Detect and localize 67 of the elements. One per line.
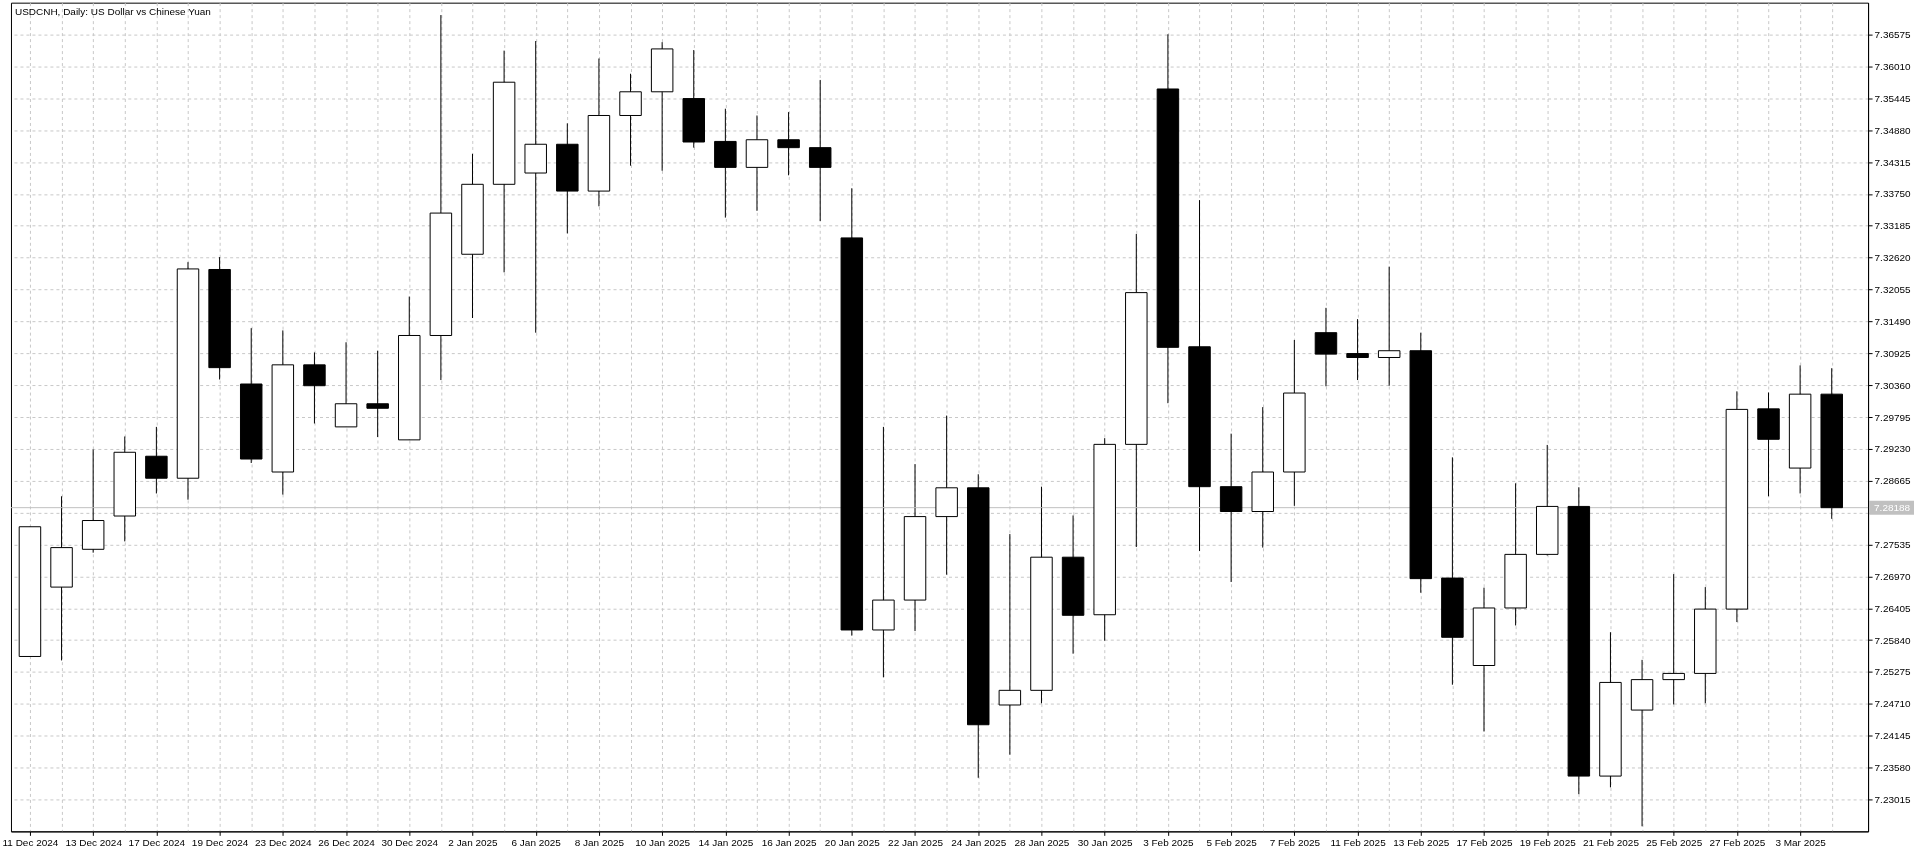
y-tick-label: 7.33750 — [1874, 188, 1912, 200]
x-tick-label: 14 Jan 2025 — [698, 836, 754, 848]
candlestick — [303, 351, 326, 424]
y-tick-label: 7.36010 — [1874, 60, 1912, 72]
candlestick — [777, 111, 800, 176]
x-tick-label: 5 Feb 2025 — [1206, 836, 1258, 848]
x-tick-label: 8 Jan 2025 — [574, 836, 625, 848]
y-tick-label: 7.34315 — [1874, 156, 1912, 168]
candlestick — [366, 350, 389, 438]
candlestick — [619, 73, 642, 167]
y-tick-label: 7.29795 — [1874, 411, 1912, 423]
candlestick — [1662, 573, 1685, 705]
x-tick-label: 26 Dec 2024 — [318, 836, 376, 848]
x-tick-label: 28 Jan 2025 — [1014, 836, 1070, 848]
y-tick-label: 7.26970 — [1874, 570, 1912, 582]
y-tick-label: 7.35445 — [1874, 92, 1912, 104]
x-tick-label: 25 Feb 2025 — [1646, 836, 1703, 848]
x-tick-label: 3 Feb 2025 — [1143, 836, 1195, 848]
candlestick — [998, 533, 1022, 756]
candlestick — [334, 341, 358, 428]
x-tick-label: 3 Mar 2025 — [1775, 836, 1827, 848]
candlestick — [1377, 266, 1401, 387]
x-tick-label: 30 Jan 2025 — [1077, 836, 1134, 848]
x-tick-label: 2 Jan 2025 — [448, 836, 499, 848]
x-tick-label: 11 Feb 2025 — [1330, 836, 1387, 848]
x-tick-label: 16 Jan 2025 — [761, 836, 817, 848]
y-tick-label: 7.31490 — [1874, 315, 1912, 327]
y-tick-label: 7.26405 — [1874, 602, 1912, 614]
x-tick-label: 17 Feb 2025 — [1456, 836, 1513, 848]
y-tick-label: 7.32055 — [1874, 284, 1912, 296]
x-tick-label: 7 Feb 2025 — [1269, 836, 1321, 848]
x-tick-label: 11 Dec 2024 — [2, 836, 59, 848]
y-tick-label: 7.25840 — [1874, 634, 1912, 646]
x-tick-label: 20 Jan 2025 — [824, 836, 881, 848]
x-tick-label: 21 Feb 2025 — [1582, 836, 1640, 848]
y-tick-label: 7.29230 — [1874, 443, 1912, 455]
x-tick-label: 6 Jan 2025 — [511, 836, 562, 848]
x-tick-label: 22 Jan 2025 — [888, 836, 944, 848]
x-tick-label: 10 Jan 2025 — [635, 836, 691, 848]
x-tick-label: 27 Feb 2025 — [1709, 836, 1766, 848]
y-tick-label: 7.24710 — [1874, 698, 1912, 710]
x-tick-label: 13 Dec 2024 — [65, 836, 123, 848]
x-tick-label: 24 Jan 2025 — [951, 836, 1007, 848]
y-tick-label: 7.28665 — [1874, 475, 1912, 487]
chart-title: USDCNH, Daily: US Dollar vs Chinese Yuan — [14, 5, 211, 17]
y-tick-label: 7.24145 — [1874, 730, 1912, 742]
candlestick — [1314, 307, 1338, 387]
x-tick-label: 13 Feb 2025 — [1393, 836, 1450, 848]
x-tick-label: 17 Dec 2024 — [128, 836, 186, 848]
y-tick-label: 7.23580 — [1874, 762, 1912, 774]
ref-line-label: 7.28188 — [1874, 501, 1911, 513]
x-tick-label: 23 Dec 2024 — [255, 836, 313, 848]
x-tick-label: 30 Dec 2024 — [381, 836, 439, 848]
y-tick-label: 7.30360 — [1874, 379, 1912, 391]
candlestick — [1346, 318, 1369, 381]
y-tick-label: 7.33185 — [1874, 220, 1912, 232]
candlestick — [145, 426, 168, 494]
y-tick-label: 7.23015 — [1874, 793, 1912, 805]
y-tick-label: 7.32620 — [1874, 252, 1912, 264]
y-tick-label: 7.27535 — [1874, 539, 1912, 550]
y-tick-label: 7.25275 — [1874, 666, 1912, 678]
x-tick-label: 19 Feb 2025 — [1519, 836, 1577, 848]
candlestick — [808, 79, 832, 222]
y-tick-label: 7.34880 — [1874, 124, 1912, 136]
x-tick-label: 19 Dec 2024 — [191, 836, 249, 848]
y-tick-label: 7.36575 — [1874, 29, 1912, 41]
y-tick-label: 7.30925 — [1874, 347, 1912, 359]
